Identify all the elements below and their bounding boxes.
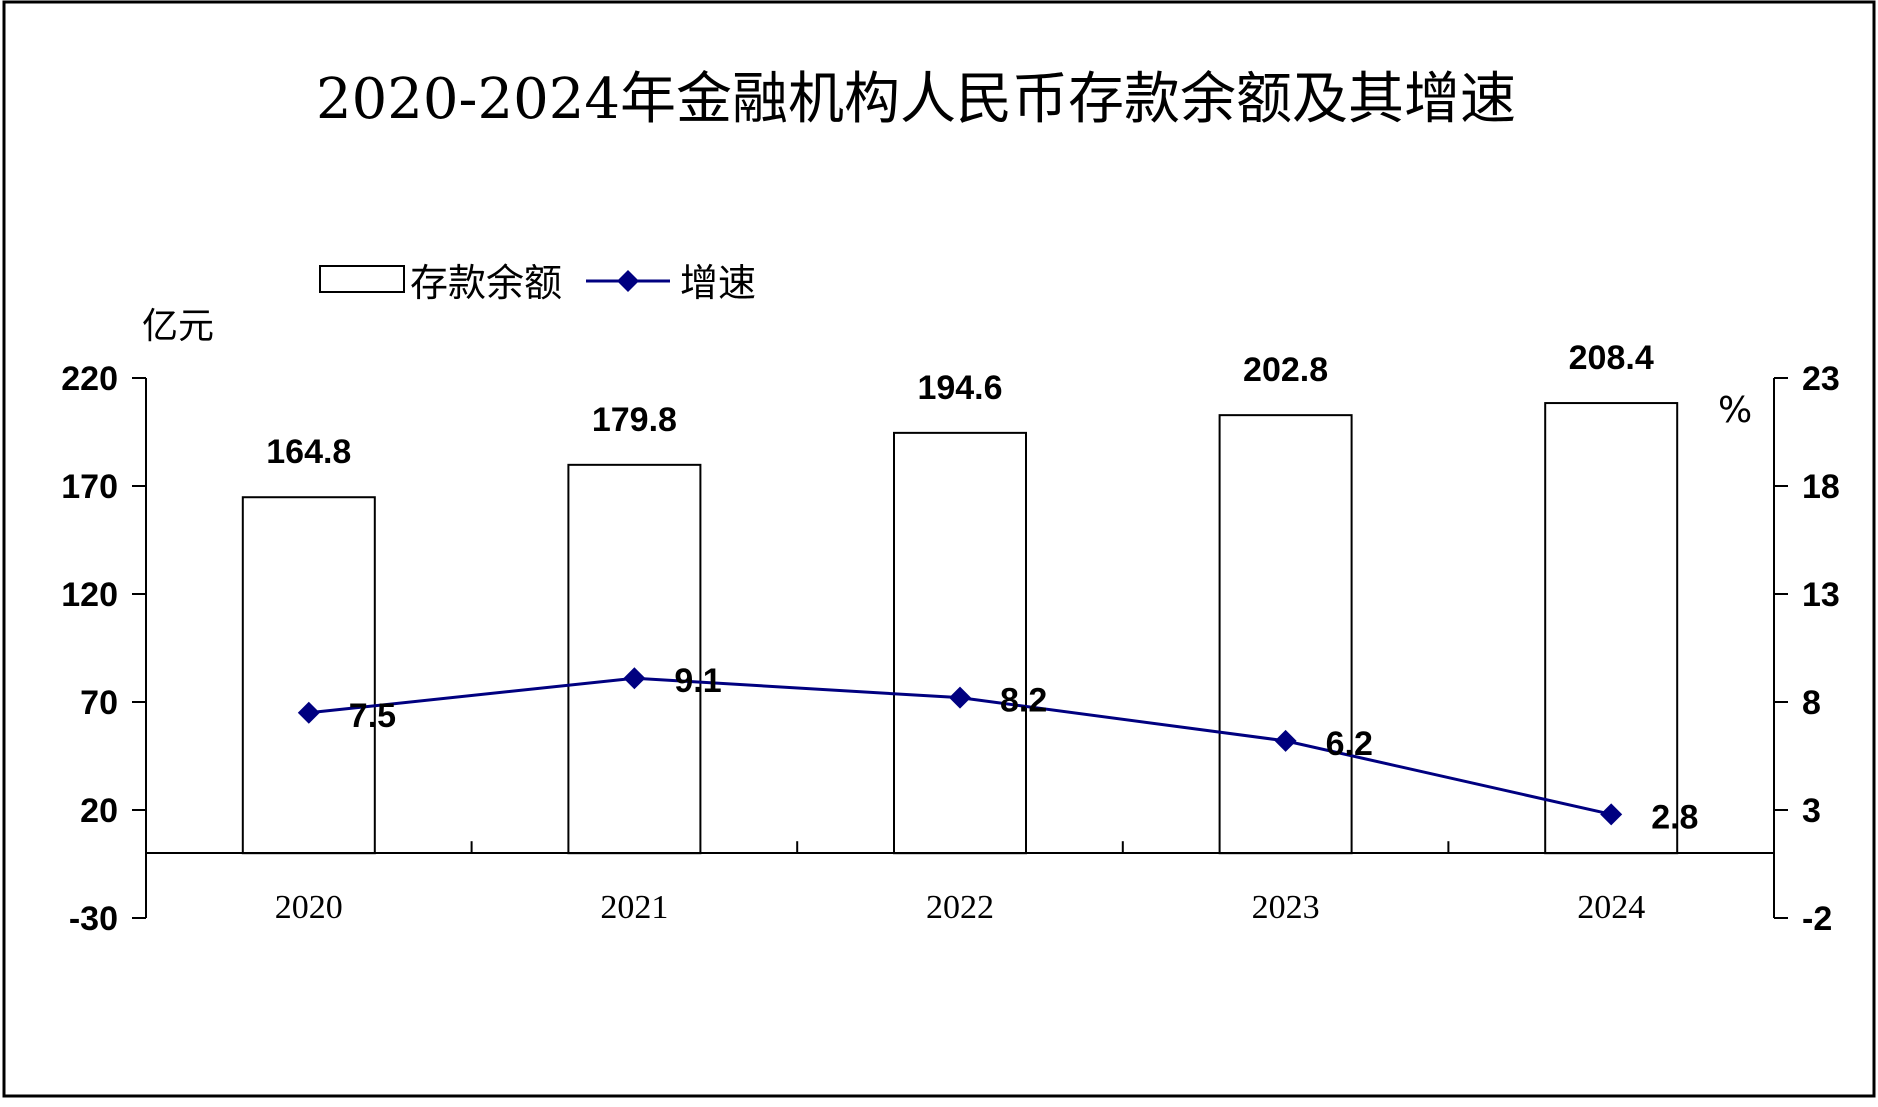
bar (1218, 414, 1353, 855)
y-left-tick-label: 120 (61, 576, 118, 614)
line-series-group: 7.5 9.1 8.2 6.2 2.8 (297, 662, 1698, 836)
chart-title: 2020-2024年金融机构人民币存款余额及其增速 (316, 67, 1516, 132)
y-right-tick-label: 3 (1802, 792, 1821, 830)
line-value-label: 8.2 (1000, 682, 1047, 720)
y-left-tick-label: 170 (61, 468, 118, 506)
line-point-marker (297, 701, 320, 724)
line-point-marker (1274, 729, 1297, 752)
y-right-tick-label: 8 (1802, 684, 1821, 722)
y-right-tick-label: 23 (1802, 360, 1840, 398)
legend: 存款余额 增速 (319, 261, 756, 305)
line-value-label: 2.8 (1651, 798, 1698, 836)
y-left-unit: 亿元 (142, 306, 214, 347)
x-tick-label: 2024 (1577, 889, 1645, 926)
bar (1544, 402, 1679, 855)
bar-value-label: 208.4 (1569, 339, 1654, 377)
bar (567, 463, 702, 855)
x-tick-label: 2020 (275, 889, 343, 926)
y-right-unit: % (1718, 390, 1752, 431)
y-right-tick-label: 18 (1802, 468, 1840, 506)
legend-diamond-marker (617, 270, 639, 292)
line-value-label: 9.1 (674, 662, 721, 700)
bar-value-label: 164.8 (266, 433, 351, 471)
line-point-marker (949, 686, 971, 709)
legend-swatch-bar (319, 265, 405, 293)
bar (893, 431, 1027, 855)
bars-group: 164.8 179.8 194.6 202.8 208.4 (241, 339, 1679, 855)
bar-value-label: 179.8 (592, 401, 677, 439)
line-point-marker (1600, 803, 1623, 826)
bar-value-label: 202.8 (1243, 351, 1328, 389)
line-value-label: 7.5 (349, 697, 396, 735)
y-left-tick-label: 70 (80, 684, 118, 722)
y-left-tick-label: 220 (61, 360, 118, 398)
axes: 220 170 120 70 20 -30 23 18 13 8 3 -2 (61, 360, 1840, 938)
x-tick-label: 2023 (1252, 889, 1320, 926)
y-right-tick-label: 13 (1802, 576, 1840, 614)
x-tick-marks: 2020 2021 2022 2023 2024 (275, 841, 1645, 926)
legend-label-bar: 存款余额 (410, 261, 562, 305)
line-point-marker (623, 667, 646, 690)
x-tick-label: 2021 (600, 889, 668, 926)
y-left-tick-label: 20 (80, 792, 118, 830)
legend-label-line: 增速 (680, 261, 756, 305)
y-left-tick-label: -30 (69, 900, 118, 938)
line-value-label: 6.2 (1326, 725, 1373, 763)
bar-value-label: 194.6 (917, 369, 1002, 407)
y-right-tick-label: -2 (1802, 900, 1832, 938)
bar (241, 496, 376, 855)
x-tick-label: 2022 (926, 889, 994, 926)
